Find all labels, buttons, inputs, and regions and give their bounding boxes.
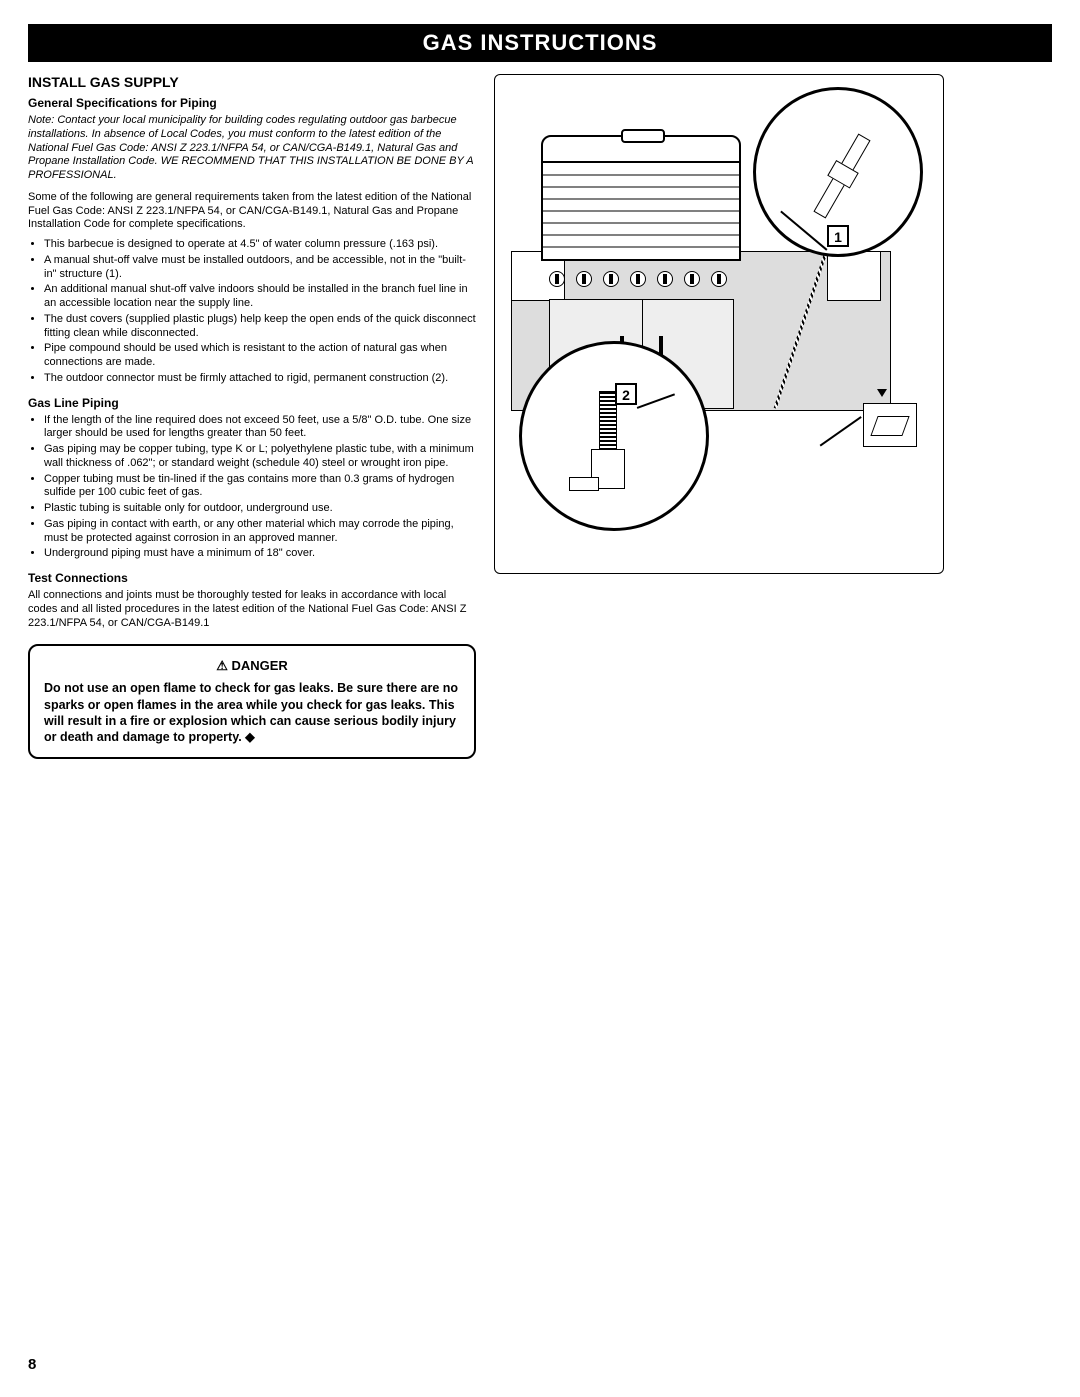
subsection-general-spec: General Specifications for Piping <box>28 96 476 110</box>
list-item: The outdoor connector must be firmly att… <box>44 372 476 386</box>
knob-icon <box>549 271 565 287</box>
list-item: Pipe compound should be used which is re… <box>44 342 476 370</box>
text-column: INSTALL GAS SUPPLY General Specification… <box>28 74 476 759</box>
knob-icon <box>711 271 727 287</box>
general-spec-list: This barbecue is designed to operate at … <box>28 238 476 386</box>
callout-2: 2 <box>615 383 637 405</box>
illustration-frame: 1 2 <box>494 74 944 574</box>
regulator-fitting-icon <box>569 391 649 511</box>
knob-icon <box>657 271 673 287</box>
wall-mount-detail <box>863 403 917 447</box>
knob-icon <box>576 271 592 287</box>
grill-illustration: 1 2 <box>501 81 937 567</box>
knob-icon <box>684 271 700 287</box>
list-item: Copper tubing must be tin-lined if the g… <box>44 473 476 501</box>
subsection-test-connections: Test Connections <box>28 571 476 585</box>
gas-line-list: If the length of the line required does … <box>28 414 476 562</box>
content-columns: INSTALL GAS SUPPLY General Specification… <box>28 74 1052 759</box>
list-item: Gas piping may be copper tubing, type K … <box>44 443 476 471</box>
danger-body: Do not use an open flame to check for ga… <box>44 680 460 745</box>
grill-grate-icon <box>543 163 739 259</box>
list-item: A manual shut-off valve must be installe… <box>44 254 476 282</box>
italic-note: Note: Contact your local municipality fo… <box>28 114 476 183</box>
list-item: The dust covers (supplied plastic plugs)… <box>44 313 476 341</box>
subsection-gas-line: Gas Line Piping <box>28 396 476 410</box>
list-item: This barbecue is designed to operate at … <box>44 238 476 252</box>
knob-row <box>549 271 727 287</box>
danger-box: ⚠ DANGER Do not use an open flame to che… <box>28 644 476 759</box>
section-heading: INSTALL GAS SUPPLY <box>28 74 476 90</box>
list-item: Plastic tubing is suitable only for outd… <box>44 502 476 516</box>
list-item: If the length of the line required does … <box>44 414 476 442</box>
list-item: Underground piping must have a minimum o… <box>44 547 476 561</box>
arrow-down-icon <box>877 389 887 397</box>
leader-line <box>820 416 862 446</box>
callout-1: 1 <box>827 225 849 247</box>
page-number: 8 <box>28 1356 36 1373</box>
list-item: An additional manual shut-off valve indo… <box>44 283 476 311</box>
list-item: Gas piping in contact with earth, or any… <box>44 518 476 546</box>
knob-icon <box>603 271 619 287</box>
grill-cooking-area <box>541 161 741 261</box>
knob-icon <box>630 271 646 287</box>
test-paragraph: All connections and joints must be thoro… <box>28 589 476 630</box>
side-shelf-right <box>827 251 881 301</box>
danger-heading: ⚠ DANGER <box>44 658 460 674</box>
intro-paragraph: Some of the following are general requir… <box>28 191 476 232</box>
page-title-bar: GAS INSTRUCTIONS <box>28 24 1052 62</box>
